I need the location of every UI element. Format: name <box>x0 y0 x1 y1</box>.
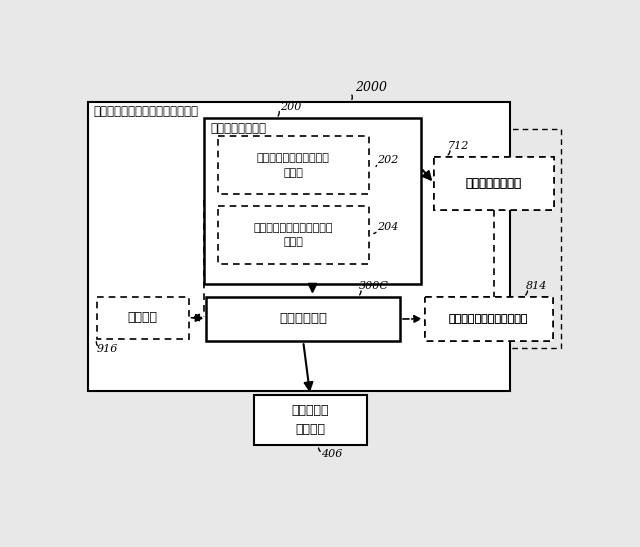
Bar <box>88 102 510 391</box>
Bar <box>434 156 554 211</box>
Text: 型平滑化ユニット: 型平滑化ユニット <box>466 177 522 190</box>
Text: 916: 916 <box>97 344 118 354</box>
Text: ボリューム平準化器コントローラ: ボリューム平準化器コントローラ <box>93 106 198 118</box>
Bar <box>204 118 421 283</box>
Text: オーディオ分類器: オーディオ分類器 <box>210 121 266 135</box>
Text: 調整ユニット: 調整ユニット <box>279 312 327 325</box>
Bar <box>425 296 553 341</box>
Text: 814: 814 <box>525 281 547 291</box>
Text: 型平滑化ユニット: 型平滑化ユニット <box>466 177 522 190</box>
Bar <box>425 296 553 341</box>
Text: ボリューム
平準化器: ボリューム 平準化器 <box>291 404 329 436</box>
Text: タイマー: タイマー <box>128 311 158 324</box>
Text: 406: 406 <box>321 450 342 459</box>
Bar <box>254 395 367 445</box>
Text: 300C: 300C <box>359 281 389 291</box>
Bar <box>218 206 369 264</box>
Text: 712: 712 <box>448 141 470 151</box>
Bar <box>218 137 369 194</box>
Text: 204: 204 <box>377 222 398 232</box>
Bar <box>434 156 554 211</box>
Text: パラメータ平滑化ユニット: パラメータ平滑化ユニット <box>449 314 528 324</box>
Bar <box>97 296 189 339</box>
Text: オーディオ・コンテキスト
分類器: オーディオ・コンテキスト 分類器 <box>253 223 333 247</box>
Text: 200: 200 <box>280 102 301 112</box>
Text: パラメータ平滑化ユニット: パラメータ平滑化ユニット <box>449 314 528 324</box>
Bar <box>206 296 400 341</box>
Bar <box>425 129 561 348</box>
Text: 2000: 2000 <box>355 81 387 94</box>
Text: 202: 202 <box>377 155 398 165</box>
Text: オーディオ・コンテンツ
分類器: オーディオ・コンテンツ 分類器 <box>257 153 330 178</box>
